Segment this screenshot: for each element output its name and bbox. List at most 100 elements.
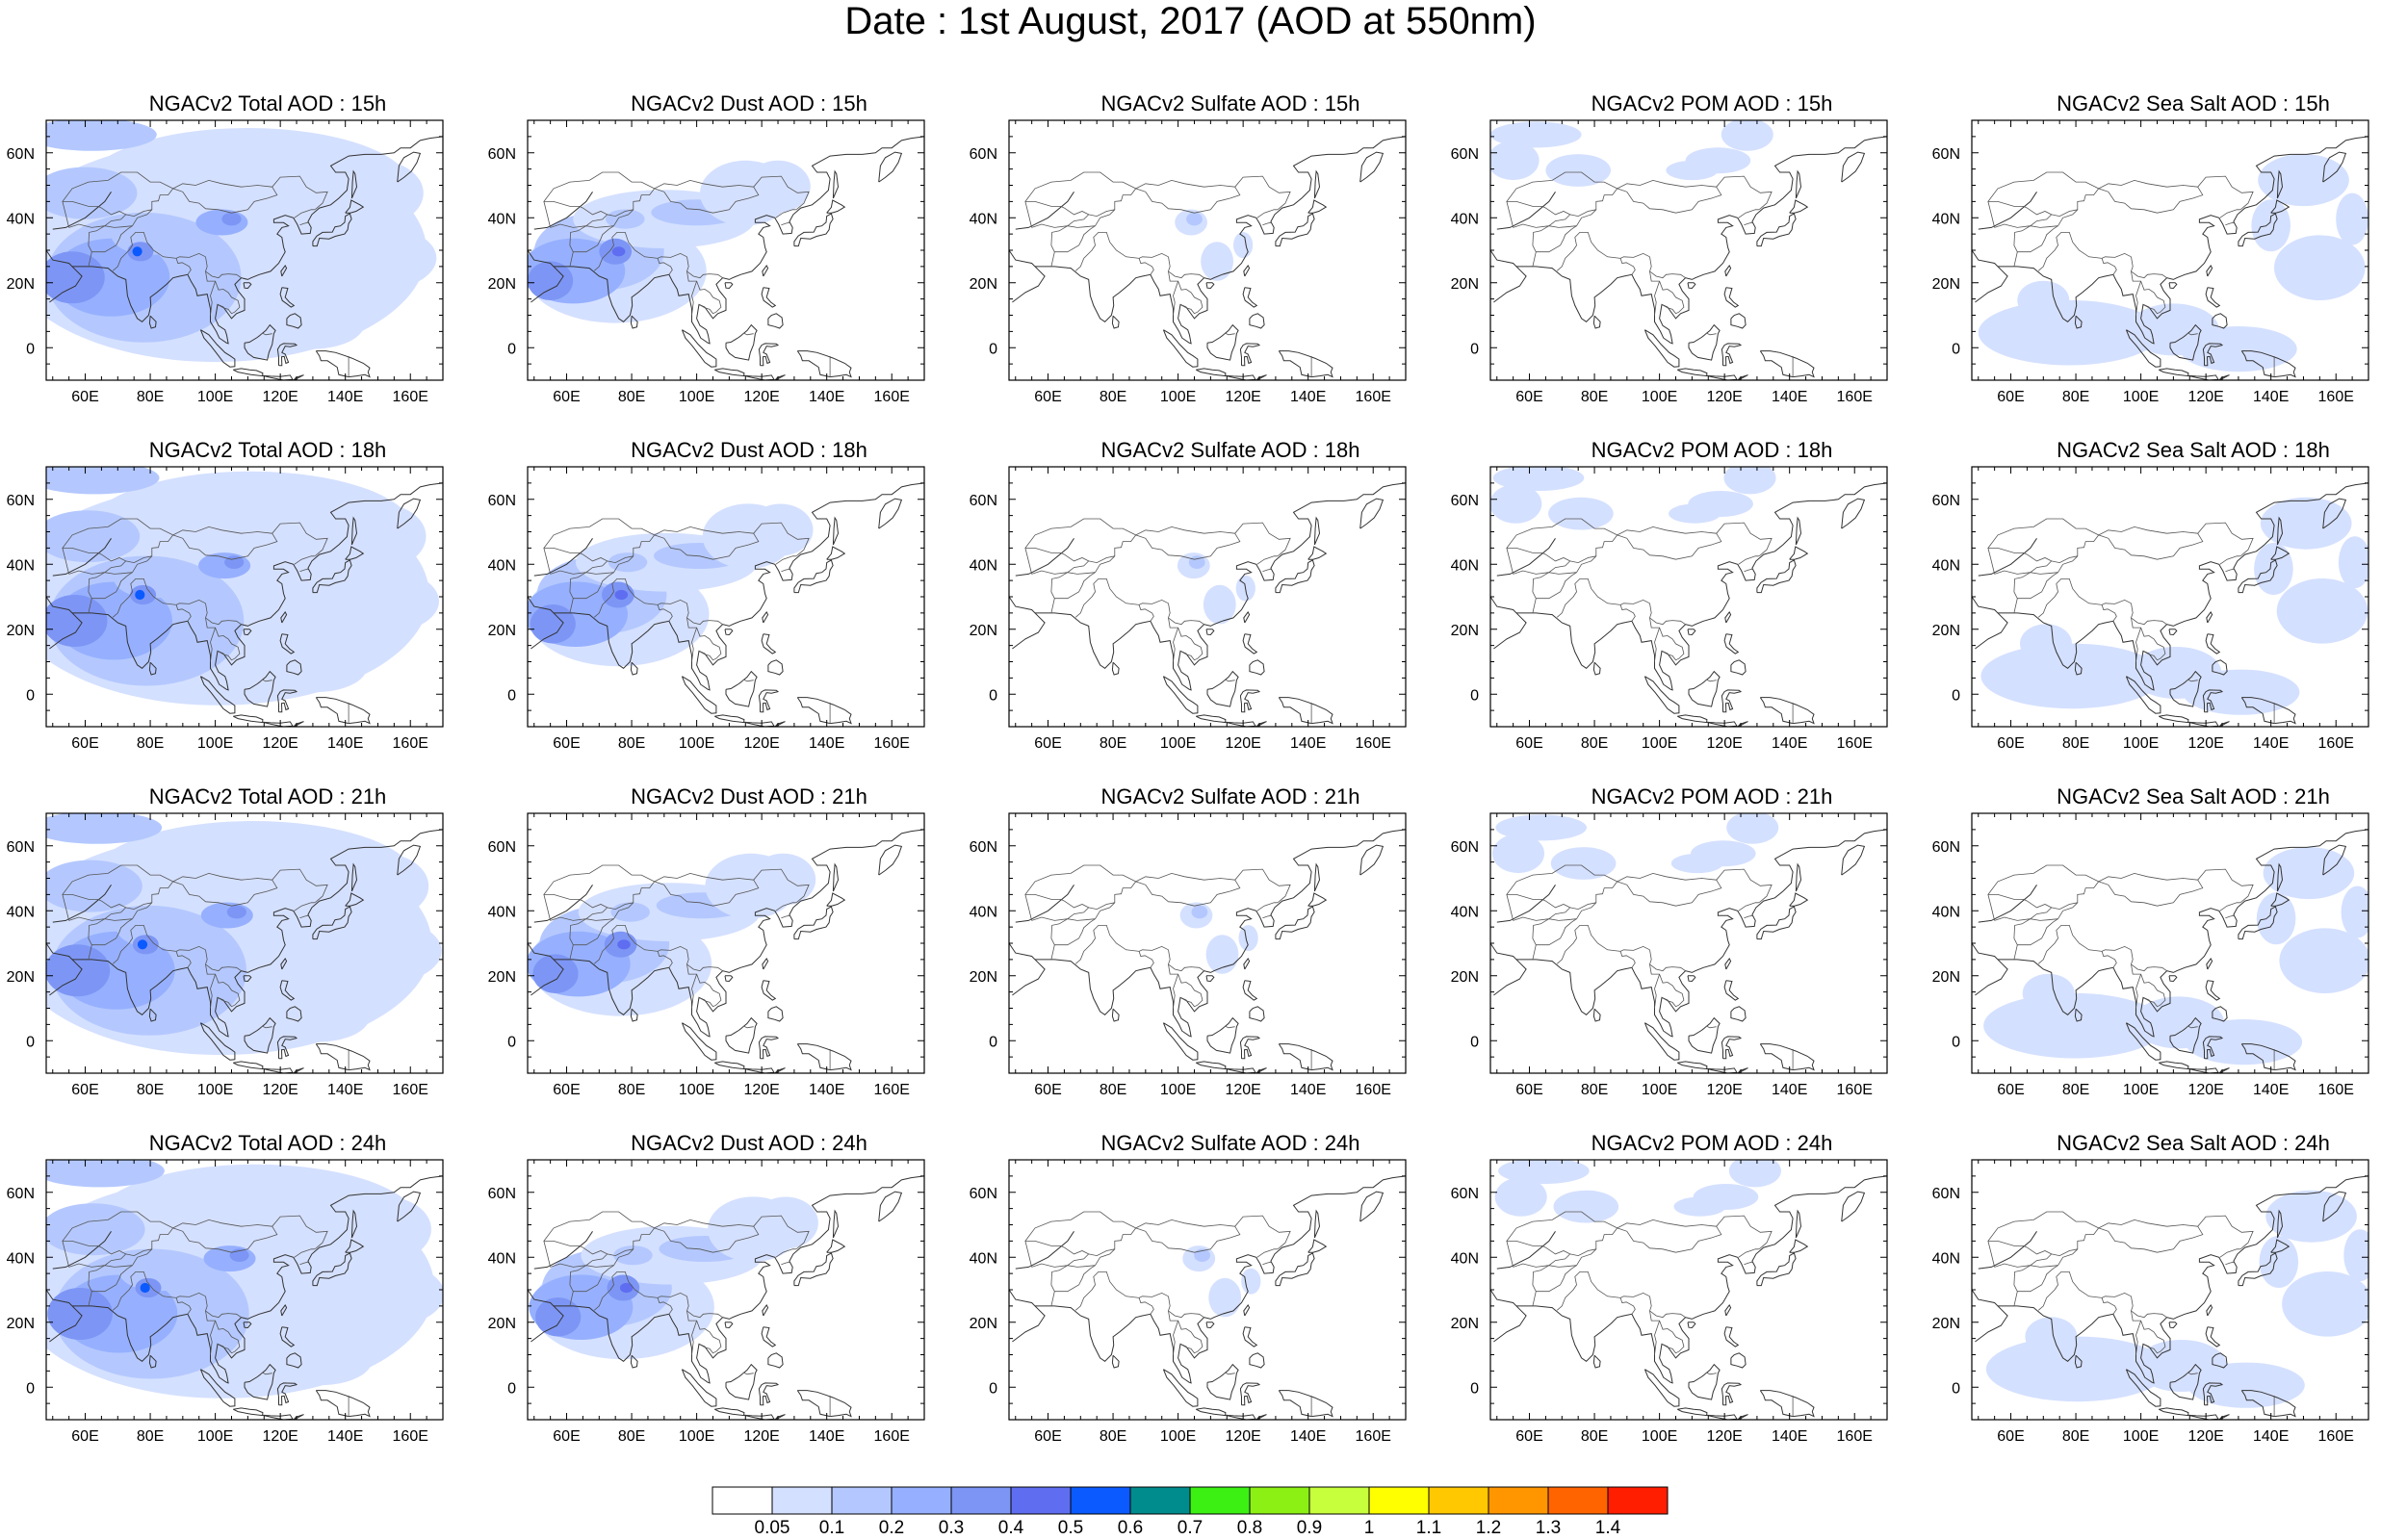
country-border xyxy=(1173,280,1178,316)
colorbar-swatch xyxy=(1607,1486,1669,1515)
aod-region xyxy=(46,467,160,495)
lon-tick-label: 80E xyxy=(137,389,164,405)
aod-region xyxy=(2263,847,2355,900)
coastline xyxy=(46,249,83,303)
lon-tick-label: 160E xyxy=(1837,735,1873,752)
coastline xyxy=(1015,192,1074,230)
country-border xyxy=(691,973,697,1009)
country-border xyxy=(1576,175,1773,226)
map-panel: NGACv2 Total AOD : 18h 60E 80E 100E 120E 140E… xyxy=(7,438,489,756)
country-border xyxy=(1619,1297,1636,1315)
country-border xyxy=(543,171,655,202)
lat-tick-label: 0 xyxy=(26,687,35,704)
lon-tick-label: 160E xyxy=(874,1428,910,1445)
coastline xyxy=(2206,1303,2213,1317)
coastlines xyxy=(1009,1175,1406,1420)
coastline xyxy=(2074,1354,2083,1369)
country-border xyxy=(686,603,723,626)
lat-tick-label: 40N xyxy=(1932,211,1960,227)
lat-tick-label: 60N xyxy=(970,493,997,509)
coastline xyxy=(1307,892,1328,907)
lat-tick-label: 40N xyxy=(7,1250,35,1267)
aod-field xyxy=(529,1196,818,1360)
coastline xyxy=(243,975,252,983)
aod-region xyxy=(46,860,142,912)
country-border xyxy=(1619,258,1636,275)
lat-tick-label: 0 xyxy=(989,1034,997,1050)
axis-ticks xyxy=(1972,812,2369,1074)
coastline xyxy=(279,633,296,654)
country-border xyxy=(691,627,697,662)
country-border xyxy=(205,617,241,661)
country-border xyxy=(1050,225,1096,267)
coastline xyxy=(761,980,777,1001)
coastline xyxy=(762,610,769,624)
lon-tick-label: 140E xyxy=(1290,1082,1326,1098)
coastline xyxy=(2187,1414,2219,1420)
coastline xyxy=(1111,315,1120,329)
country-border xyxy=(1987,1241,2028,1268)
lat-tick-label: 20N xyxy=(488,623,516,639)
colorbar-label: 1.4 xyxy=(1595,1518,1621,1538)
lon-tick-label: 160E xyxy=(1356,1428,1391,1445)
coastline xyxy=(2276,862,2284,892)
aod-region xyxy=(1728,1160,1781,1188)
country-border xyxy=(1654,973,1660,1009)
country-border xyxy=(299,568,308,573)
lat-tick-label: 60N xyxy=(970,839,997,856)
lon-tick-label: 100E xyxy=(1642,735,1677,752)
coastline xyxy=(1756,906,1797,940)
coastline xyxy=(826,199,846,214)
coastline xyxy=(1307,1239,1328,1253)
lat-tick-label: 40N xyxy=(1451,904,1479,920)
lon-tick-label: 140E xyxy=(809,1428,844,1445)
coastline xyxy=(1275,1252,1315,1287)
aod-field xyxy=(1985,1190,2368,1408)
lon-tick-label: 80E xyxy=(137,1428,164,1445)
lat-tick-label: 20N xyxy=(488,969,516,986)
coastline xyxy=(1278,1043,1333,1071)
country-border xyxy=(1744,1261,1752,1266)
coastline xyxy=(1978,538,2037,577)
lon-tick-label: 140E xyxy=(809,735,844,752)
aod-region xyxy=(319,225,437,291)
country-border xyxy=(112,1271,206,1311)
aod-region xyxy=(260,296,365,349)
country-border xyxy=(1556,1271,1650,1311)
coastline xyxy=(148,315,157,329)
coastline xyxy=(286,659,302,676)
coastline xyxy=(1998,136,2368,345)
coastline xyxy=(2276,516,2284,546)
coastline xyxy=(724,1322,734,1329)
coastline xyxy=(1724,957,1732,970)
coastline xyxy=(2074,315,2083,329)
coastline xyxy=(232,368,264,377)
aod-region xyxy=(198,552,251,579)
country-border xyxy=(775,902,796,911)
country-border xyxy=(2135,1320,2141,1355)
lat-tick-label: 60N xyxy=(1451,146,1479,163)
colorbar-label: 0.4 xyxy=(998,1518,1024,1538)
map-panel: NGACv2 Dust AOD : 15h 60E 80E 100E 120E 140E 1… xyxy=(488,91,971,409)
country-border xyxy=(1168,617,1203,661)
coastline xyxy=(1789,892,1809,907)
coastline xyxy=(1195,1061,1227,1070)
country-border xyxy=(1135,872,1235,883)
country-border xyxy=(543,894,583,921)
lat-tick-label: 60N xyxy=(1451,493,1479,509)
country-border xyxy=(1024,894,1065,921)
panel-title: NGACv2 Sea Salt AOD : 18h xyxy=(2057,438,2330,462)
lon-tick-label: 140E xyxy=(1772,1082,1807,1098)
country-border xyxy=(112,232,206,271)
lon-tick-label: 80E xyxy=(2062,1082,2089,1098)
coastline xyxy=(1162,676,1199,714)
lat-tick-label: 60N xyxy=(1932,146,1960,163)
country-border xyxy=(1738,555,1759,565)
lon-tick-label: 60E xyxy=(553,1082,580,1098)
lat-tick-label: 60N xyxy=(488,1186,516,1202)
coastline xyxy=(280,264,288,277)
country-border xyxy=(2037,1271,2132,1311)
lat-tick-label: 40N xyxy=(1451,557,1479,574)
coastline xyxy=(243,282,252,290)
coastline xyxy=(1759,1043,1815,1071)
